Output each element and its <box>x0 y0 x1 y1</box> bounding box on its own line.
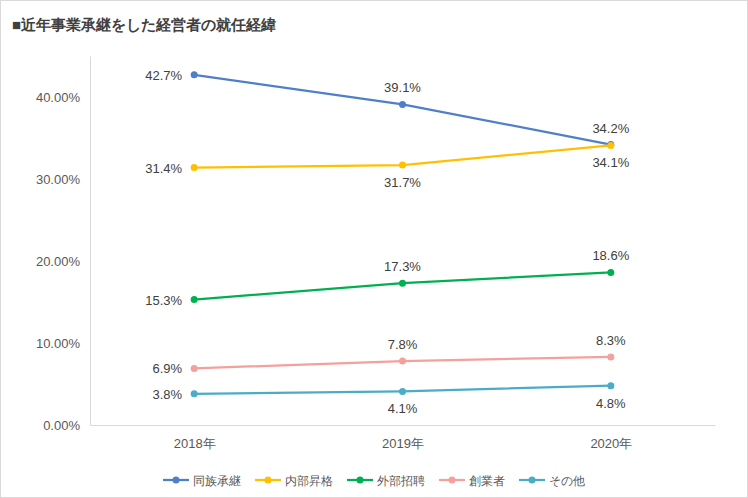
y-tick: 0.00% <box>43 418 90 433</box>
series-line <box>194 357 611 368</box>
series-marker <box>399 101 406 108</box>
data-label: 17.3% <box>384 259 421 274</box>
chart-border <box>1 1 748 498</box>
series-line <box>194 75 611 145</box>
legend-label: 同族承継 <box>193 474 241 488</box>
data-label: 6.9% <box>153 361 183 376</box>
x-axis: 2018年 2019年 2020年 <box>91 425 716 451</box>
series-marker <box>191 296 198 303</box>
legend-label: 外部招聘 <box>377 474 425 488</box>
legend-item: その他 <box>519 474 585 488</box>
legend-marker <box>357 477 364 484</box>
legend-marker <box>449 477 456 484</box>
x-tick: 2018年 <box>174 425 216 451</box>
series-marker <box>399 162 406 169</box>
series-line <box>194 272 611 299</box>
data-label: 3.8% <box>153 387 183 402</box>
data-label: 8.3% <box>596 333 626 348</box>
y-tick: 10.00% <box>36 336 90 351</box>
data-label: 34.1% <box>592 155 629 170</box>
series-marker <box>607 353 614 360</box>
y-tick-label: 20.00% <box>36 254 81 269</box>
data-label: 15.3% <box>145 293 182 308</box>
data-label: 4.8% <box>596 396 626 411</box>
legend-label: その他 <box>549 474 585 488</box>
y-tick: 20.00% <box>36 254 90 269</box>
x-tick: 2020年 <box>590 425 632 451</box>
data-label: 39.1% <box>384 80 421 95</box>
legend-label: 創業者 <box>469 474 505 488</box>
y-tick-label: 40.00% <box>36 90 81 105</box>
x-tick-label: 2020年 <box>590 436 632 451</box>
y-axis-line <box>90 57 91 426</box>
legend: 同族承継 内部昇格 外部招聘 創業者 その他 <box>163 474 585 488</box>
y-tick: 40.00% <box>36 90 90 105</box>
series-marker <box>191 164 198 171</box>
series-marker <box>191 71 198 78</box>
legend-marker <box>529 477 536 484</box>
legend-marker <box>173 477 180 484</box>
series-marker <box>607 269 614 276</box>
x-axis-line <box>91 425 716 426</box>
legend-item: 外部招聘 <box>347 474 425 488</box>
x-tick: 2019年 <box>382 425 424 451</box>
y-tick: 30.00% <box>36 172 90 187</box>
series-marker <box>399 280 406 287</box>
legend-label: 内部昇格 <box>285 474 333 488</box>
series-marker <box>191 390 198 397</box>
legend-item: 内部昇格 <box>255 474 333 488</box>
series-marker <box>399 358 406 365</box>
y-tick-label: 30.00% <box>36 172 81 187</box>
y-tick-label: 0.00% <box>43 418 80 433</box>
data-label: 31.7% <box>384 175 421 190</box>
series-marker <box>607 141 614 148</box>
x-tick-label: 2018年 <box>174 436 216 451</box>
data-label: 7.8% <box>388 337 418 352</box>
data-labels: 42.7% 39.1% 34.2% 31.4% 31.7% 34.1% 15.3% 17.3%… <box>145 68 629 417</box>
series-marker <box>191 365 198 372</box>
x-tick-label: 2019年 <box>382 436 424 451</box>
data-label: 34.2% <box>592 121 629 136</box>
legend-item: 同族承継 <box>163 474 241 488</box>
series-marker <box>607 142 614 149</box>
chart: ■近年事業承継をした経営者の就任経緯 0.00% 10.00% 20.00% 30.00… <box>0 0 748 498</box>
series-marker <box>399 388 406 395</box>
legend-marker <box>265 477 272 484</box>
y-tick-label: 10.00% <box>36 336 81 351</box>
data-label: 31.4% <box>145 161 182 176</box>
legend-item: 創業者 <box>439 474 505 488</box>
data-label: 42.7% <box>145 68 182 83</box>
title: ■近年事業承継をした経営者の就任経緯 <box>12 16 276 33</box>
plot-area <box>191 71 615 397</box>
data-label: 18.6% <box>592 248 629 263</box>
y-axis: 0.00% 10.00% 20.00% 30.00% 40.00% <box>36 57 91 433</box>
data-label: 4.1% <box>388 401 418 416</box>
series-marker <box>607 382 614 389</box>
